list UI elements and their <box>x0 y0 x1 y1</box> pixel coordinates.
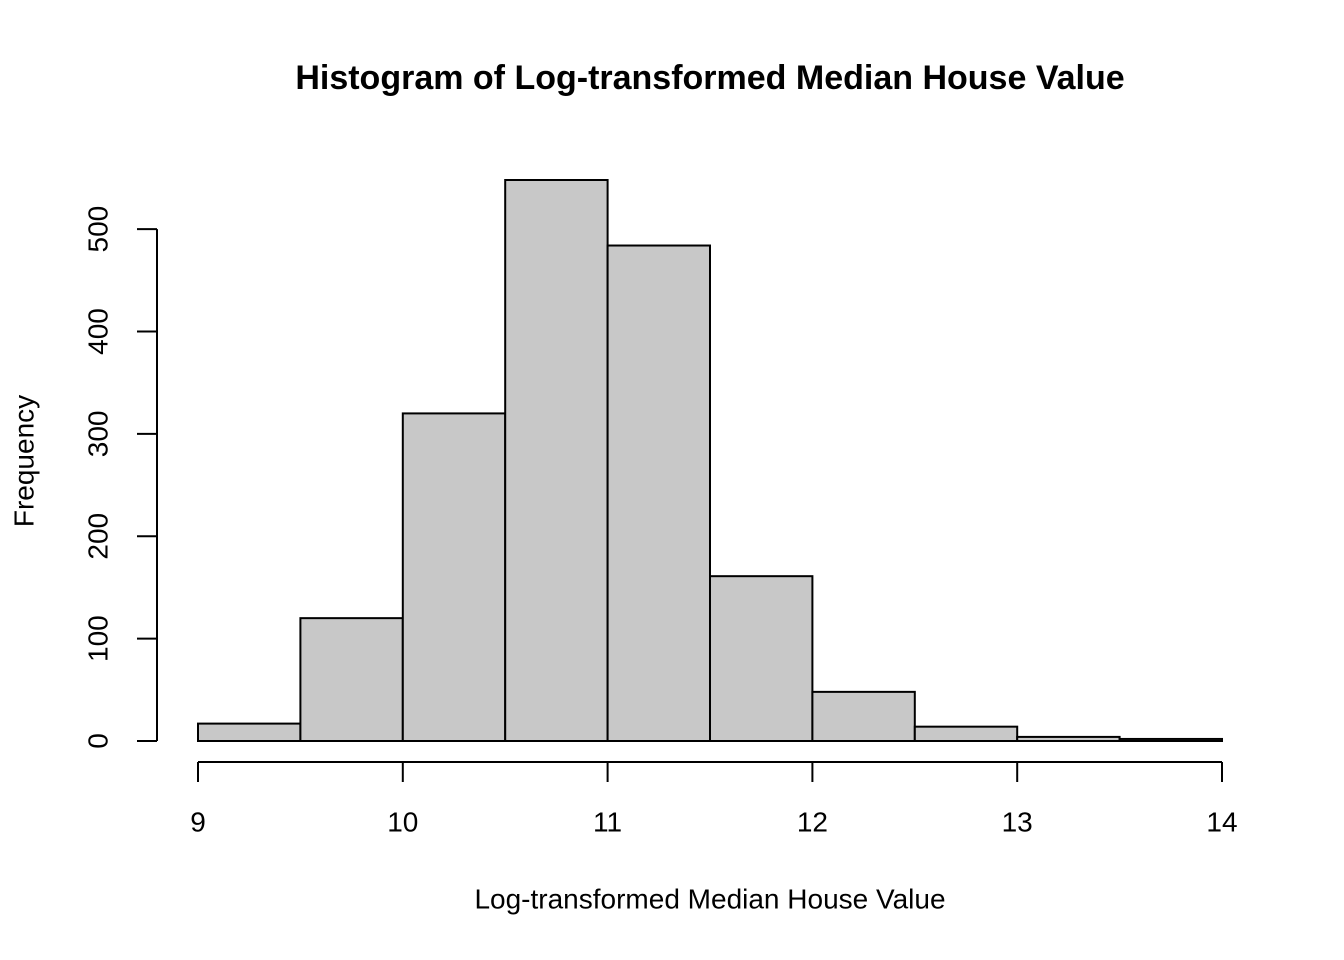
chart-title: Histogram of Log-transformed Median Hous… <box>295 59 1124 97</box>
y-tick-label: 400 <box>82 308 113 355</box>
x-tick-label: 12 <box>797 806 828 837</box>
bar <box>606 244 711 742</box>
bar <box>299 617 404 742</box>
bar <box>913 725 1019 743</box>
bar <box>1118 737 1223 743</box>
y-tick-label: 0 <box>82 733 113 749</box>
x-axis-label: Log-transformed Median House Value <box>474 883 945 914</box>
bar <box>504 179 609 742</box>
bar <box>811 690 916 743</box>
bar <box>197 722 302 743</box>
bar <box>1016 735 1121 742</box>
y-tick-label: 300 <box>82 411 113 458</box>
y-tick-label: 200 <box>82 513 113 560</box>
y-axis-label: Frequency <box>8 395 39 527</box>
x-tick-label: 14 <box>1206 806 1237 837</box>
x-tick-label: 10 <box>387 806 418 837</box>
x-tick-label: 13 <box>1002 806 1033 837</box>
bar <box>401 412 507 742</box>
bar <box>709 575 814 742</box>
x-tick-label: 9 <box>190 806 206 837</box>
x-tick-label: 11 <box>593 806 622 837</box>
y-tick-label: 100 <box>82 615 113 662</box>
y-tick-label: 500 <box>82 206 113 253</box>
